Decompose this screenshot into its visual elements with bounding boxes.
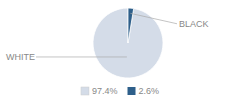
legend-swatch	[128, 87, 136, 95]
legend-item: 2.6%	[128, 86, 160, 96]
legend-label: 97.4%	[92, 86, 118, 96]
leader-line	[130, 13, 177, 23]
legend: 97.4% 2.6%	[81, 86, 159, 96]
annotation: WHITE	[6, 52, 35, 62]
legend-item: 97.4%	[81, 86, 118, 96]
legend-swatch	[81, 87, 89, 95]
chart: WHITE BLACK 97.4% 2.6%	[0, 0, 240, 100]
leader-line	[36, 56, 127, 57]
annotation: BLACK	[179, 19, 209, 29]
annotations: WHITE BLACK	[6, 13, 209, 62]
legend-label: 2.6%	[139, 86, 160, 96]
